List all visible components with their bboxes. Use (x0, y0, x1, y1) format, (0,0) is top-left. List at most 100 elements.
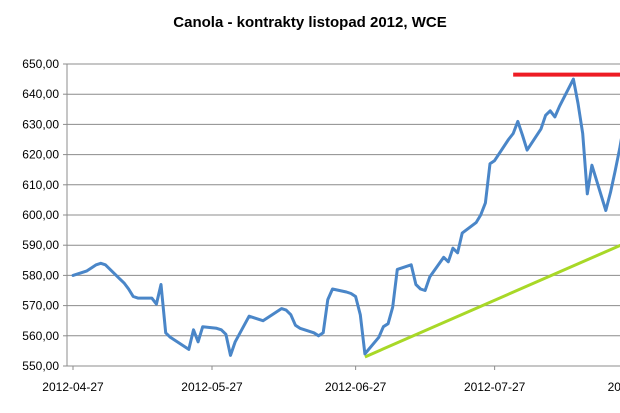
x-tick-label: 2012-05-27 (181, 380, 243, 394)
y-tick-labels: 650,00 640,00 630,00 620,00 610,00 600,00 590,… (22, 57, 59, 373)
data-point (252, 316, 255, 319)
data-point (507, 138, 510, 141)
data-point (345, 291, 348, 293)
data-point (484, 202, 487, 204)
data-point (364, 353, 366, 355)
data-point (378, 336, 380, 339)
data-point (549, 110, 552, 112)
chart-title: Canola - kontrakty listopad 2012, WCE (173, 14, 447, 31)
data-point (225, 333, 227, 336)
data-point (586, 193, 589, 195)
data-point (313, 331, 315, 334)
data-point (123, 282, 125, 284)
data-point (359, 313, 362, 316)
data-point (410, 264, 413, 266)
data-point (72, 274, 74, 277)
data-point (322, 331, 325, 334)
data-point (526, 149, 528, 151)
trend-line (364, 243, 620, 359)
y-tick-label: 590,00 (22, 238, 59, 252)
data-point (424, 289, 426, 292)
x-tick-label: 2012-06-27 (325, 380, 387, 394)
data-point (95, 264, 97, 266)
data-point (132, 295, 135, 298)
data-point (150, 297, 153, 299)
data-point (285, 309, 287, 311)
data-point (428, 276, 431, 278)
data-point (100, 262, 102, 265)
gridlines (67, 63, 620, 367)
data-point (104, 264, 107, 266)
axes (63, 63, 620, 370)
data-point (188, 348, 190, 351)
y-tick-label: 650,00 (22, 57, 59, 71)
data-point (201, 325, 204, 328)
y-tick-label: 610,00 (22, 178, 59, 192)
data-point (614, 170, 616, 173)
data-point (456, 251, 459, 254)
data-point (354, 295, 357, 298)
data-point (90, 267, 93, 269)
data-point (517, 120, 519, 123)
data-point (248, 315, 250, 317)
data-point (86, 270, 88, 272)
data-point (512, 132, 514, 135)
data-point (294, 324, 297, 327)
data-point (558, 105, 561, 108)
series-line (71, 77, 620, 357)
data-point (280, 307, 283, 310)
data-point (452, 247, 454, 250)
y-tick-label: 550,00 (22, 359, 59, 373)
data-point (609, 191, 612, 194)
data-point (289, 313, 292, 316)
data-point (521, 134, 524, 136)
data-point (192, 328, 195, 331)
data-point (447, 261, 450, 263)
x-tick-label: 2012-04-27 (42, 380, 104, 394)
data-point (331, 288, 334, 290)
data-point (605, 209, 607, 212)
data-point (479, 214, 482, 216)
data-point (350, 292, 352, 295)
data-point (169, 336, 172, 339)
data-point (220, 328, 223, 331)
x-tick-labels: 2012-04-27 2012-05-27 2012-06-27 2012-07-27… (42, 380, 620, 394)
data-point (396, 268, 399, 271)
data-point (382, 325, 385, 328)
data-point (540, 128, 542, 130)
data-point (118, 277, 121, 280)
series-layer (71, 77, 620, 357)
y-tick-label: 560,00 (22, 329, 59, 343)
data-point (442, 256, 445, 259)
y-tick-label: 600,00 (22, 208, 59, 222)
data-point (415, 283, 417, 286)
y-tick-label: 620,00 (22, 148, 59, 162)
data-point (266, 316, 269, 319)
data-point (215, 327, 218, 330)
data-point (257, 318, 260, 320)
data-point (577, 102, 579, 105)
data-point (554, 116, 556, 118)
data-point (391, 306, 394, 308)
data-point (387, 322, 389, 325)
data-point (317, 335, 320, 337)
y-tick-label: 640,00 (22, 87, 59, 101)
data-point (234, 341, 236, 343)
x-tick-label: 2012-08-27 (608, 380, 620, 394)
y-tick-label: 580,00 (22, 268, 59, 282)
data-point (461, 232, 464, 234)
data-point (229, 354, 232, 357)
data-point (581, 132, 584, 135)
data-point (419, 288, 422, 290)
data-point (137, 297, 139, 299)
data-point (544, 114, 547, 117)
data-point (572, 78, 575, 80)
data-point (591, 164, 593, 166)
data-point (489, 162, 491, 165)
data-point (475, 221, 477, 224)
data-point (127, 288, 130, 290)
data-point (155, 303, 158, 305)
annotation-lines (364, 72, 620, 359)
data-point (197, 341, 199, 343)
x-tick-label: 2012-07-27 (464, 380, 526, 394)
